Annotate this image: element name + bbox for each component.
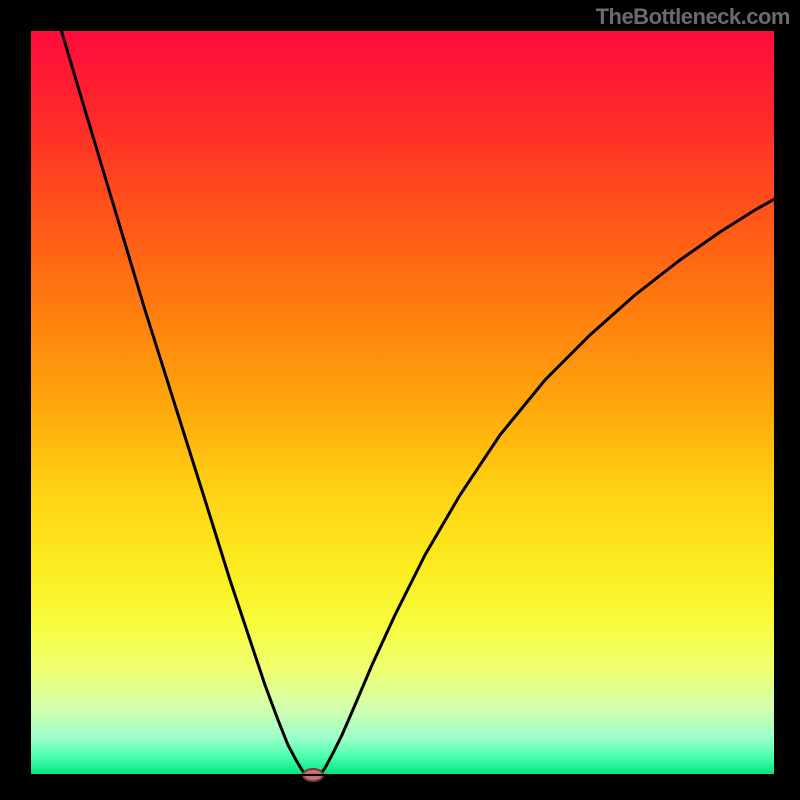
plot-background — [30, 30, 775, 775]
chart-container: TheBottleneck.com — [0, 0, 800, 800]
bottleneck-chart — [0, 0, 800, 800]
watermark-text: TheBottleneck.com — [596, 4, 790, 30]
